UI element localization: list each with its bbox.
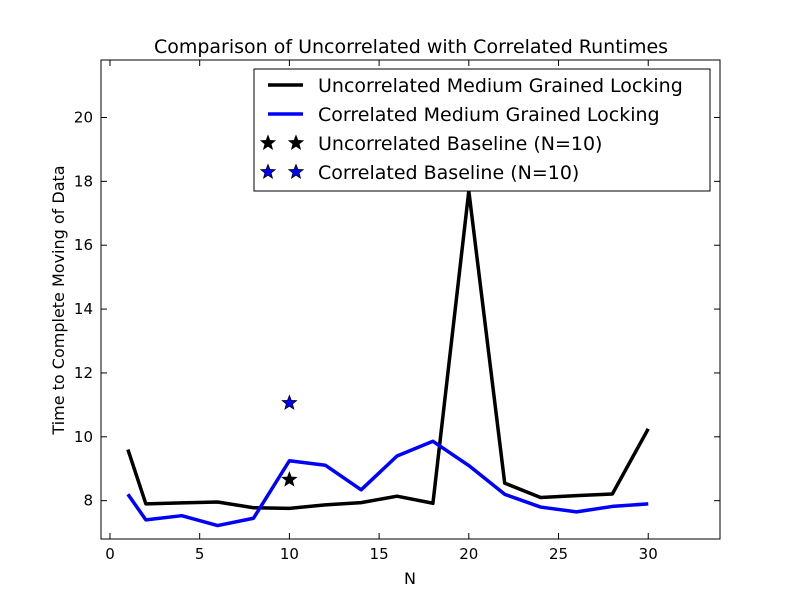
x-tick-label: 5 bbox=[195, 545, 205, 563]
legend-box bbox=[253, 68, 711, 192]
series-line-1 bbox=[126, 189, 650, 511]
chart-title: Comparison of Uncorrelated with Correlat… bbox=[154, 36, 668, 58]
legend: Uncorrelated Medium Grained Locking Corre… bbox=[253, 68, 711, 192]
x-tick-label: 0 bbox=[105, 545, 115, 563]
y-tick-label: 8 bbox=[83, 492, 93, 510]
x-tick-label: 20 bbox=[459, 545, 478, 563]
series-star-marker-3 bbox=[281, 470, 298, 487]
y-tick-label: 12 bbox=[74, 364, 93, 382]
y-axis-label: Time to Complete Moving of Data bbox=[49, 165, 68, 435]
legend-swatch-star bbox=[259, 134, 277, 150]
x-tick-label: 30 bbox=[639, 545, 658, 563]
x-axis-label: N bbox=[404, 569, 416, 588]
x-tick-label: 10 bbox=[280, 545, 299, 563]
legend-swatch-star bbox=[287, 163, 305, 179]
legend-label: Correlated Baseline (N=10) bbox=[318, 162, 579, 184]
series-line-2 bbox=[126, 439, 649, 528]
plot-area: 0 5 10 15 20 25 30 8 10 12 14 16 18 20 bbox=[74, 59, 721, 563]
x-tick-label: 15 bbox=[370, 545, 389, 563]
y-tick-label: 16 bbox=[74, 236, 93, 254]
series-star-marker-4 bbox=[281, 394, 298, 410]
y-tick-label: 14 bbox=[74, 300, 93, 318]
y-tick-label: 18 bbox=[74, 172, 93, 190]
legend-label: Correlated Medium Grained Locking bbox=[318, 104, 660, 126]
legend-label: Uncorrelated Medium Grained Locking bbox=[318, 75, 683, 97]
y-tick-label: 20 bbox=[74, 108, 93, 126]
legend-swatch-star bbox=[259, 163, 277, 179]
x-tick-label: 25 bbox=[549, 545, 568, 563]
legend-swatch-star bbox=[287, 134, 305, 150]
legend-label: Uncorrelated Baseline (N=10) bbox=[318, 133, 602, 155]
axes-frame bbox=[100, 59, 721, 540]
y-tick-label: 10 bbox=[74, 428, 93, 446]
